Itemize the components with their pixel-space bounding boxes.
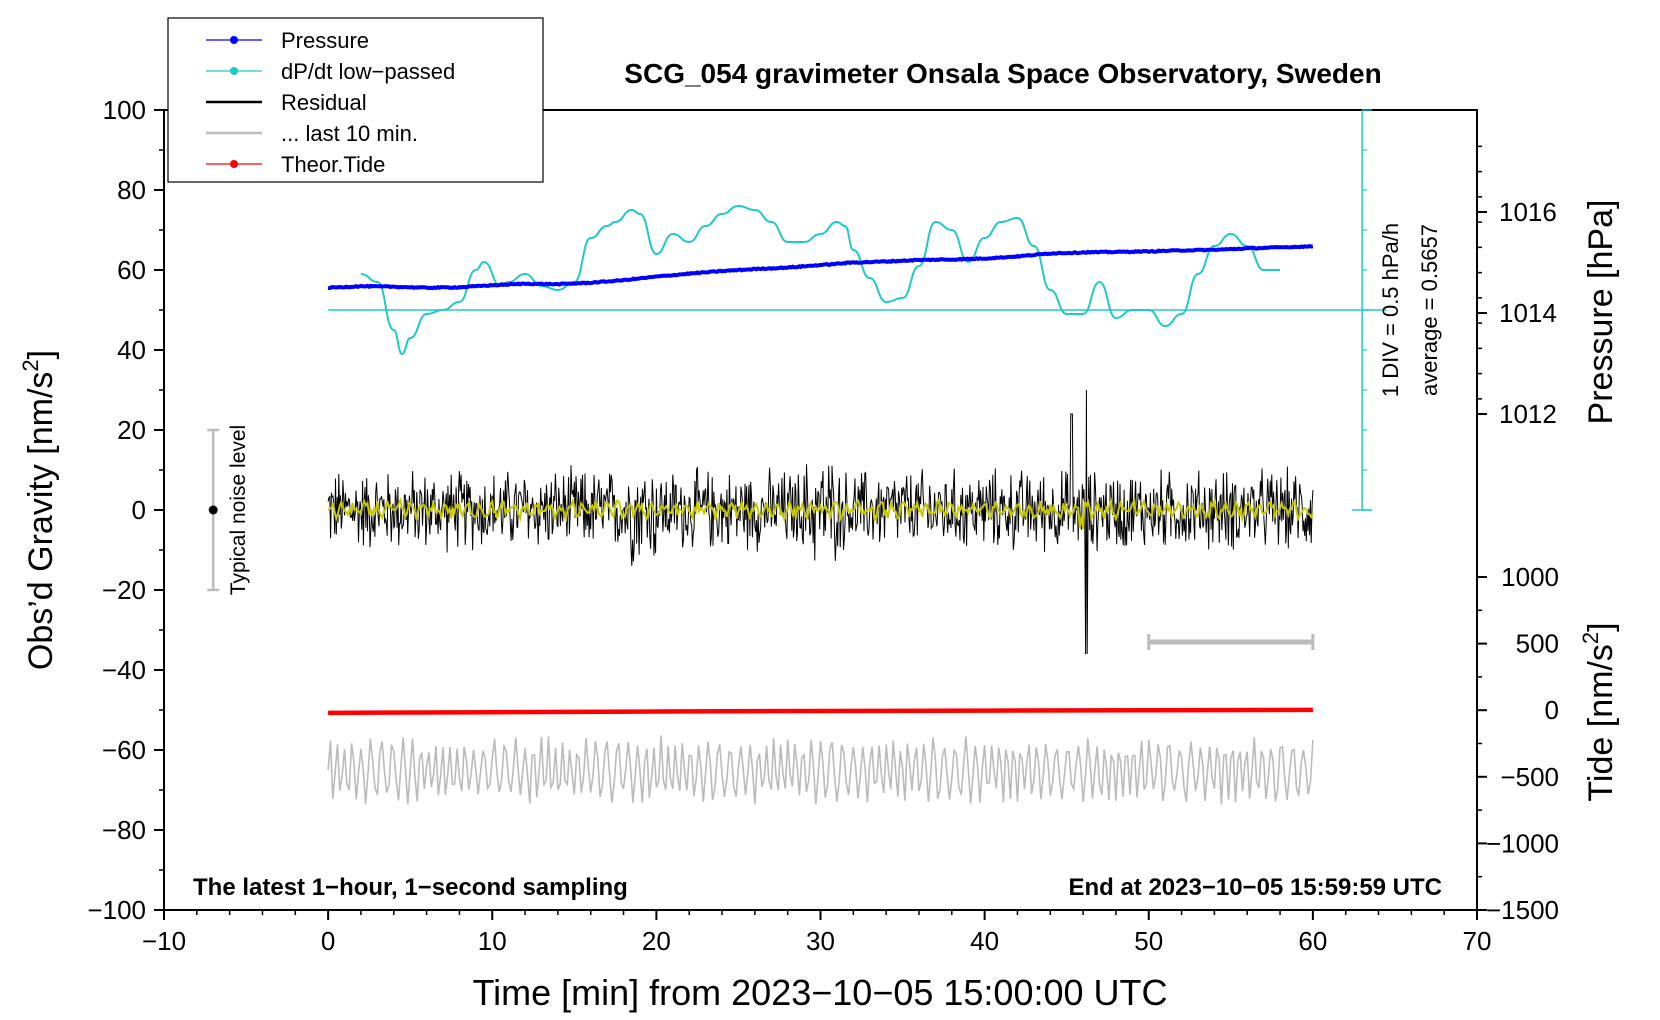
legend-label: Pressure	[281, 28, 369, 53]
residual-line	[327, 389, 1314, 655]
end-time-note: End at 2023−10−05 15:59:59 UTC	[1068, 874, 1442, 901]
legend-marker	[230, 67, 238, 75]
legend-marker	[230, 36, 238, 44]
chart-title: SCG_054 gravimeter Onsala Space Observat…	[624, 58, 1381, 89]
x-tick-label: −10	[142, 926, 186, 956]
legend-label: dP/dt low−passed	[281, 59, 455, 84]
y-tick-label: 0	[132, 495, 146, 525]
y-tick-label: 80	[117, 175, 146, 205]
y-tick-label: −20	[102, 575, 146, 605]
noise-bar-dot	[208, 505, 218, 515]
y-tick-label: −60	[102, 735, 146, 765]
legend-marker	[230, 160, 238, 168]
x-tick-label: 70	[1463, 926, 1492, 956]
x-tick-label: 20	[642, 926, 671, 956]
last10-series-group	[327, 735, 1314, 805]
noise-level-label: Typical noise level	[227, 425, 250, 595]
pressure-series-group	[327, 243, 1314, 291]
y-tick-label: −100	[87, 895, 146, 925]
y-tick-label: 20	[117, 415, 146, 445]
x-tick-label: 0	[321, 926, 335, 956]
y-tick-label: −40	[102, 655, 146, 685]
tide-series-group	[328, 707, 1313, 716]
y-tick-label: 100	[103, 95, 146, 125]
tide-tick-label: −500	[1500, 762, 1559, 792]
tide-tick-label: −1500	[1486, 895, 1559, 925]
legend-box	[167, 17, 544, 183]
dpdt-average-label: average = 0.5657	[1417, 224, 1442, 396]
pressure-tick-label: 1012	[1499, 399, 1557, 429]
tide-tick-label: 1000	[1501, 562, 1559, 592]
tide-line	[328, 707, 1313, 716]
y-axis-label-pressure: Pressure [hPa]	[1582, 200, 1620, 425]
legend-label: Residual	[281, 90, 367, 115]
y-axis-ticks: −100 −80 −60 −40 −20 0 20 40 60 80 100	[87, 95, 164, 925]
x-axis-label: Time [min] from 2023−10−05 15:00:00 UTC	[472, 972, 1167, 1013]
y-tick-label: 40	[117, 335, 146, 365]
y-tick-label: −80	[102, 815, 146, 845]
legend: Pressure dP/dt low−passed Residual ... last…	[167, 17, 544, 183]
y-axis-label-gravity: Obs’d Gravity [nm/s2]	[18, 350, 60, 670]
x-tick-label: 10	[478, 926, 507, 956]
tide-tick-label: 0	[1545, 695, 1559, 725]
x-tick-label: 60	[1298, 926, 1327, 956]
y-axis-label-tide: Tide [nm/s2]	[1578, 622, 1620, 801]
x-axis-ticks: −10 0 10 20 30 40 50 60 70	[142, 910, 1492, 956]
x-tick-label: 30	[806, 926, 835, 956]
pressure-line	[327, 243, 1314, 291]
tide-tick-label: −1000	[1486, 828, 1559, 858]
last10-bar-group	[1147, 634, 1315, 650]
x-tick-label: 50	[1134, 926, 1163, 956]
pressure-axis-ticks: 1012 1014 1016	[1477, 145, 1557, 429]
legend-label: Theor.Tide	[281, 152, 385, 177]
pressure-tick-label: 1016	[1499, 197, 1557, 227]
sampling-note: The latest 1−hour, 1−second sampling	[193, 874, 628, 901]
tide-axis-ticks: −1500 −1000 −500 0 500 1000	[1477, 562, 1559, 925]
residual-smoothed-line	[327, 496, 1314, 530]
y-tick-label: 60	[117, 255, 146, 285]
dpdt-series-group	[360, 204, 1280, 356]
pressure-tick-label: 1014	[1499, 298, 1557, 328]
residual-smoothed-group	[327, 496, 1314, 530]
legend-label: ... last 10 min.	[281, 121, 418, 146]
last10-line	[327, 735, 1314, 805]
dpdt-scale-label: 1 DIV = 0.5 hPa/h	[1378, 223, 1403, 397]
x-tick-label: 40	[970, 926, 999, 956]
noise-bar-group	[207, 428, 220, 592]
residual-series-group	[327, 389, 1314, 655]
dpdt-line	[360, 204, 1280, 356]
tide-tick-label: 500	[1516, 629, 1559, 659]
